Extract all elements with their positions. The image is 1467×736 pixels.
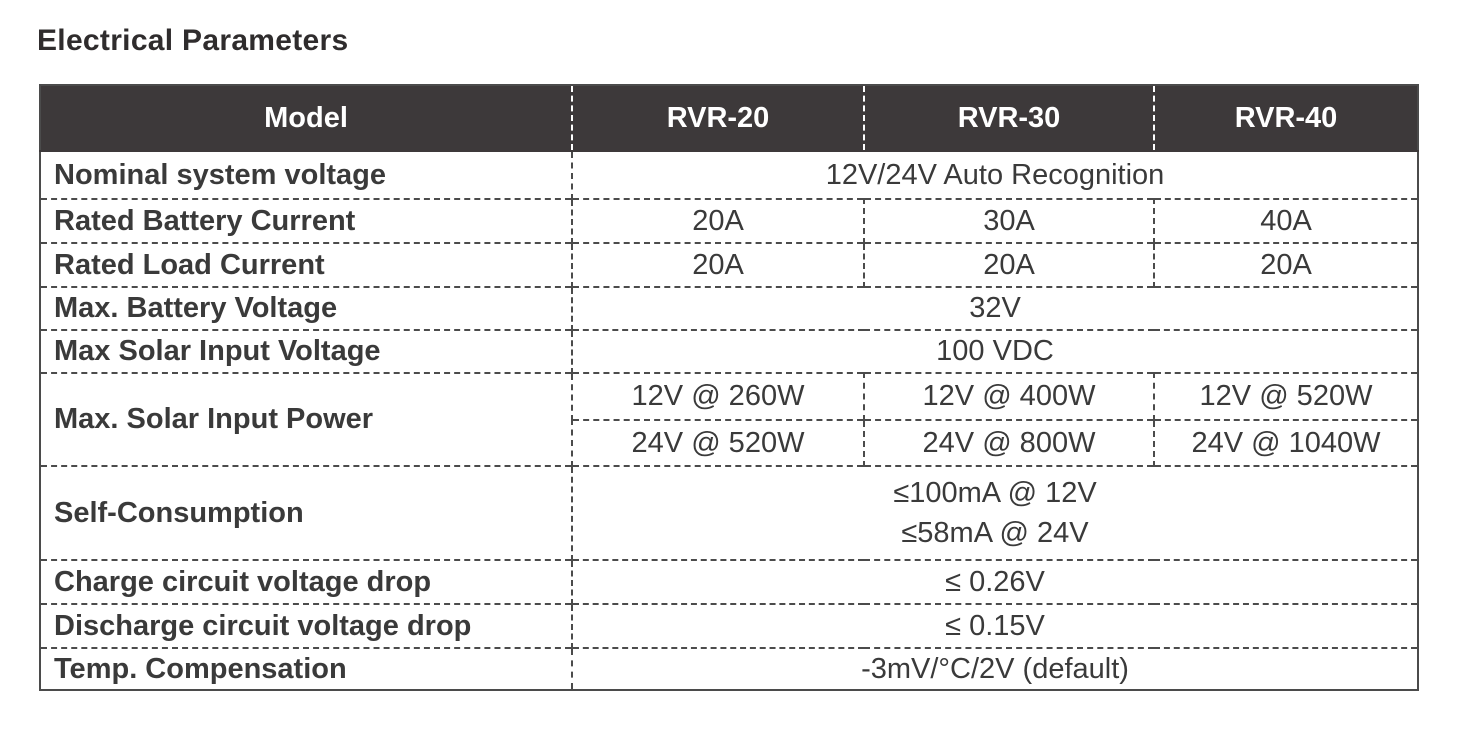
row-value: 30A bbox=[863, 199, 1154, 243]
row-value: 24V @ 800W bbox=[863, 420, 1154, 466]
table-row-rated-load-current: Rated Load Current 20A 20A 20A bbox=[40, 243, 1418, 287]
row-label: Nominal system voltage bbox=[40, 151, 573, 199]
table-row-self-consumption: Self-Consumption ≤100mA @ 12V ≤58mA @ 24… bbox=[40, 466, 1418, 560]
row-label: Rated Battery Current bbox=[40, 199, 573, 243]
row-value-line-2: ≤58mA @ 24V bbox=[901, 517, 1089, 549]
table-row-temp-compensation: Temp. Compensation -3mV/°C/2V (default) bbox=[40, 648, 1418, 690]
table-row-max-solar-input-voltage: Max Solar Input Voltage 100 VDC bbox=[40, 330, 1418, 373]
row-value: ≤100mA @ 12V ≤58mA @ 24V bbox=[572, 466, 1418, 560]
row-value: ≤ 0.26V bbox=[945, 565, 1045, 598]
table-row-nominal-system-voltage: Nominal system voltage 12V/24V Auto Reco… bbox=[40, 151, 1418, 199]
header-cell-model: Model bbox=[40, 85, 572, 152]
row-value: ≤ 0.15V bbox=[945, 609, 1045, 642]
row-value: 20A bbox=[692, 248, 744, 281]
row-label: Max. Solar Input Power bbox=[40, 373, 573, 466]
table-row-rated-battery-current: Rated Battery Current 20A 30A 40A bbox=[40, 199, 1418, 243]
row-value: 12V @ 520W bbox=[1153, 373, 1418, 420]
row-value: 12V @ 400W bbox=[863, 373, 1154, 420]
page-title: Electrical Parameters bbox=[37, 24, 349, 57]
row-value: 40A bbox=[1153, 199, 1418, 243]
row-value: 12V @ 260W bbox=[631, 380, 805, 412]
row-label: Rated Load Current bbox=[40, 243, 573, 287]
header-cell-rvr-30: RVR-30 bbox=[863, 85, 1154, 152]
row-value: 24V @ 520W bbox=[631, 426, 805, 459]
table-row-max-battery-voltage: Max. Battery Voltage 32V bbox=[40, 287, 1418, 330]
header-cell-rvr-20: RVR-20 bbox=[571, 85, 864, 152]
table-row-max-solar-input-power-24v: 24V @ 520W 24V @ 800W 24V @ 1040W bbox=[40, 420, 1418, 466]
row-label: Max. Battery Voltage bbox=[40, 287, 573, 330]
row-value-line-1: ≤100mA @ 12V bbox=[893, 477, 1097, 509]
row-label: Charge circuit voltage drop bbox=[40, 560, 573, 604]
row-value: 32V bbox=[969, 292, 1021, 324]
row-value: -3mV/°C/2V (default) bbox=[861, 652, 1129, 685]
row-value: 12V/24V Auto Recognition bbox=[825, 158, 1165, 191]
row-label: Max Solar Input Voltage bbox=[40, 330, 573, 373]
table-header-row: Model RVR-20 RVR-30 RVR-40 bbox=[40, 85, 1418, 152]
header-cell-rvr-40: RVR-40 bbox=[1153, 85, 1418, 152]
row-value: 20A bbox=[863, 243, 1154, 287]
row-value: 20A bbox=[692, 204, 744, 237]
table-row-discharge-circuit-voltage-drop: Discharge circuit voltage drop ≤ 0.15V bbox=[40, 604, 1418, 648]
row-value: 20A bbox=[1153, 243, 1418, 287]
table-row-charge-circuit-voltage-drop: Charge circuit voltage drop ≤ 0.26V bbox=[40, 560, 1418, 604]
row-label: Self-Consumption bbox=[40, 466, 573, 560]
row-value: 100 VDC bbox=[936, 335, 1054, 367]
row-label: Temp. Compensation bbox=[40, 648, 573, 690]
electrical-parameters-table: Model RVR-20 RVR-30 RVR-40 Nominal syste… bbox=[39, 84, 1419, 691]
row-label: Discharge circuit voltage drop bbox=[40, 604, 573, 648]
table-row-max-solar-input-power-12v: Max. Solar Input Power 12V @ 260W 12V @ … bbox=[40, 373, 1418, 466]
row-value: 24V @ 1040W bbox=[1153, 420, 1418, 466]
